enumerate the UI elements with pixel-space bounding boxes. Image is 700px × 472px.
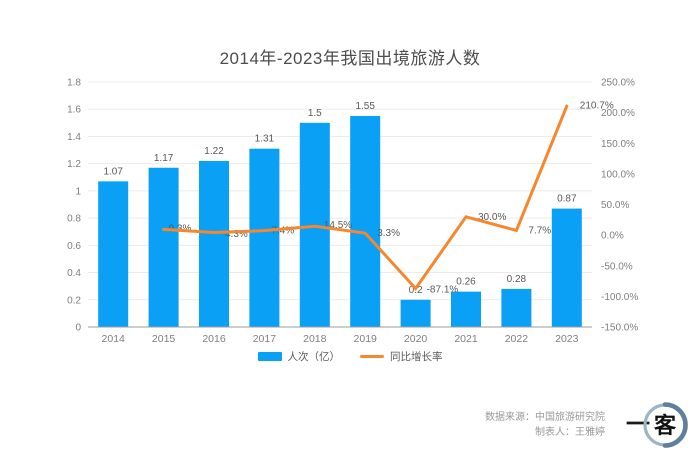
- bar-value-label: 1.17: [154, 153, 174, 164]
- right-axis-tick-label: -150.0%: [601, 323, 638, 334]
- left-axis-tick-label: 1.2: [67, 159, 81, 170]
- right-axis-tick-label: 150.0%: [601, 139, 635, 150]
- growth-point-label: 210.7%: [580, 101, 614, 112]
- left-axis-tick-label: 0.2: [67, 295, 81, 306]
- growth-point-label: -87.1%: [427, 284, 459, 295]
- legend-bar-swatch: [257, 351, 282, 361]
- bar-value-label: 1.55: [355, 101, 375, 112]
- x-axis-tick-label: 2020: [404, 333, 428, 345]
- x-axis-tick-label: 2023: [555, 333, 579, 345]
- x-axis-tick-label: 2022: [505, 333, 529, 345]
- x-axis-tick-label: 2017: [253, 333, 277, 345]
- right-axis-tick-label: -100.0%: [601, 292, 638, 303]
- bar-value-label: 1.07: [103, 166, 123, 177]
- growth-point-label: 7.4%: [271, 226, 294, 237]
- logo-circle-glyph: 客: [654, 413, 677, 438]
- right-axis-tick-label: -50.0%: [601, 261, 633, 272]
- chart-plot-area: 1.8 1.6 1.4 1.2 1 0.8 0.6 0.4 0.2 0 250.0% 200.0% 15…: [67, 78, 638, 346]
- bar-value-label: 0.26: [456, 277, 476, 288]
- bar-value-label: 0.87: [557, 194, 577, 205]
- left-axis-tick-label: 1: [75, 186, 81, 197]
- bar-value-label: 0.28: [507, 274, 527, 285]
- x-axis-tick-label: 2018: [303, 333, 327, 345]
- legend-bar-label: 人次（亿）: [287, 350, 341, 363]
- bar: [501, 288, 532, 327]
- right-axis-tick-label: 100.0%: [601, 169, 635, 180]
- bar: [350, 116, 381, 328]
- left-axis-tick-label: 1.8: [67, 78, 81, 89]
- right-axis-tick-label: 50.0%: [601, 200, 629, 211]
- footer: 数据来源：中国旅游研究院 制表人：王雅婷 一 客: [485, 399, 690, 451]
- bar: [148, 167, 179, 327]
- right-axis-tick-label: 200.0%: [601, 108, 635, 119]
- bar-value-label: 1.22: [204, 146, 224, 157]
- bar: [249, 148, 280, 327]
- bar: [451, 291, 481, 327]
- growth-line: [162, 104, 569, 291]
- x-axis-tick-label: 2016: [202, 333, 226, 345]
- yike-logo: 一 客: [626, 402, 688, 448]
- bar-value-label: 1.5: [308, 108, 322, 119]
- bar: [98, 181, 129, 327]
- bar: [551, 208, 582, 327]
- chart-title: 2014年-2023年我国出境旅游人数: [219, 49, 481, 68]
- logo-ring-brush: [662, 402, 688, 448]
- bar: [400, 299, 431, 327]
- chart-legend: 人次（亿） 同比增长率: [0, 348, 700, 364]
- right-axis-tick-label: 250.0%: [601, 78, 635, 89]
- x-axis-tick-label: 2014: [102, 333, 126, 345]
- left-axis-tick-label: 1.6: [67, 105, 81, 116]
- x-axis-tick-label: 2021: [454, 333, 478, 345]
- growth-point-label: 4.3%: [225, 229, 248, 240]
- growth-point-label: 14.5%: [324, 220, 352, 231]
- left-axis-tick-label: 1.4: [67, 132, 81, 143]
- legend-line-swatch: [360, 354, 384, 358]
- growth-point-label: 3.3%: [377, 228, 400, 239]
- author-text: 制表人：王雅婷: [535, 427, 605, 438]
- left-axis-tick-label: 0.6: [67, 241, 81, 252]
- data-source-text: 数据来源：中国旅游研究院: [485, 412, 605, 423]
- left-axis-tick-label: 0.4: [67, 268, 81, 279]
- left-axis-tick-label: 0.8: [67, 214, 81, 225]
- x-axis-tick-label: 2015: [152, 333, 176, 345]
- growth-point-label: 30.0%: [478, 212, 506, 223]
- x-axis-tick-label: 2019: [354, 333, 378, 345]
- bar-value-label: 1.31: [255, 134, 275, 145]
- growth-point-label: 7.7%: [528, 225, 551, 236]
- left-axis-tick-label: 0: [75, 323, 81, 334]
- footer-credits: 数据来源：中国旅游研究院 制表人：王雅婷: [485, 410, 605, 440]
- right-axis-tick-label: 0.0%: [601, 231, 624, 242]
- legend-line-label: 同比增长率: [390, 350, 443, 363]
- bar: [199, 160, 229, 327]
